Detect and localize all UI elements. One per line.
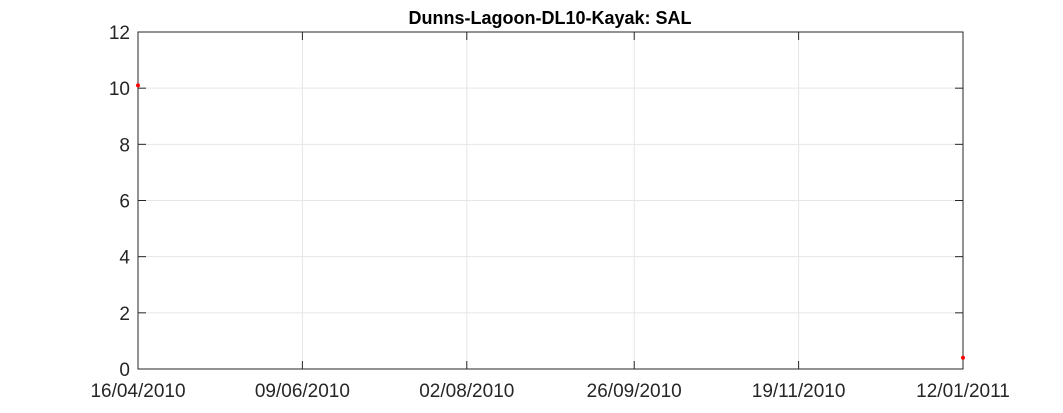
y-tick-label: 0 [119,360,130,381]
x-tick-label: 19/11/2010 [752,381,846,402]
tick-labels: 0 2 4 6 8 10 12 16/04/2010 09/06/2010 02/08/2010 2… [90,23,1009,402]
data-point [961,355,965,360]
y-tick-label: 2 [119,304,130,325]
y-tick-label: 8 [119,135,130,156]
x-tick-label: 02/08/2010 [419,381,514,402]
chart-title: Dunns-Lagoon-DL10-Kayak: SAL [408,8,691,28]
axes [137,31,964,370]
y-tick-label: 12 [109,23,130,44]
x-tick-label: 09/06/2010 [255,381,350,402]
x-tick-label: 26/09/2010 [587,381,682,402]
x-tick-label: 12/01/2011 [916,381,1010,402]
data-point [136,83,140,88]
x-tick-label: 16/04/2010 [90,381,185,402]
data-points [136,83,965,360]
axes-box [137,31,964,370]
y-tick-label: 4 [119,248,130,269]
y-tick-label: 6 [119,192,130,213]
y-tick-label: 10 [109,79,130,100]
